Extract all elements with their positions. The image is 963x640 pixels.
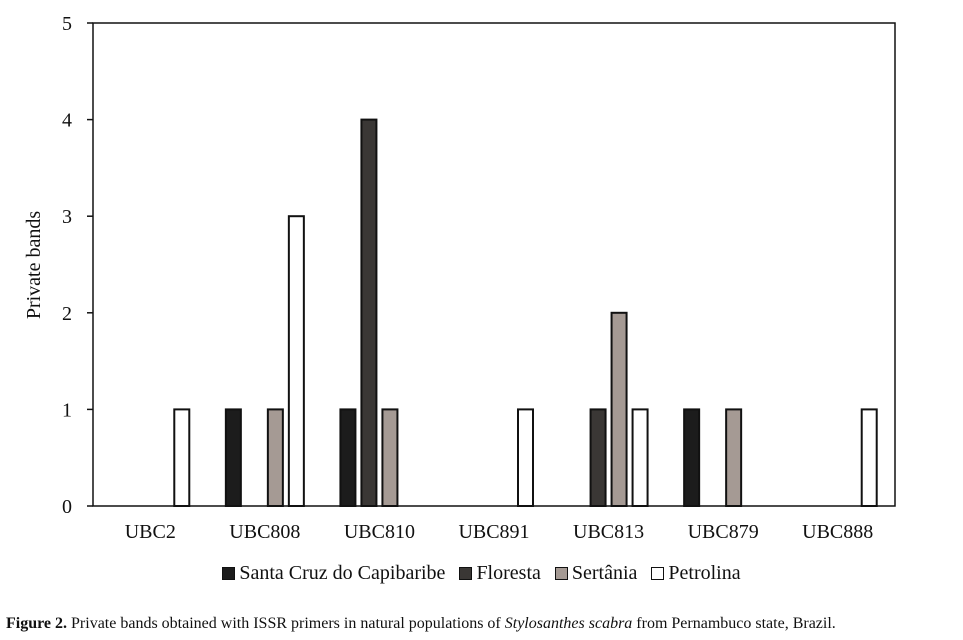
y-axis-title: Private bands — [23, 211, 45, 320]
bar — [266, 408, 284, 507]
y-tick-label: 1 — [62, 399, 72, 421]
bar — [173, 408, 191, 507]
y-tick-label: 0 — [62, 496, 72, 518]
y-tick-label: 5 — [62, 13, 72, 35]
legend-label: Sertânia — [571, 562, 638, 584]
bar — [360, 118, 378, 507]
legend-label: Petrolina — [668, 562, 741, 584]
legend-swatch — [554, 567, 568, 580]
legend-label: Santa Cruz do Capibaribe — [239, 562, 446, 584]
caption-text-after: from Pernambuco state, Brazil. — [632, 615, 836, 632]
caption-label: Figure 2. — [6, 615, 68, 632]
legend-label: Floresta — [476, 562, 541, 584]
legend: Santa Cruz do Capibaribe Floresta Sertânia… — [0, 562, 963, 585]
x-axis: UBC2 UBC808 UBC810 UBC891 UBC813 UBC879 UBC888 — [125, 521, 874, 543]
bar — [610, 311, 628, 507]
legend-item: Petrolina — [651, 562, 741, 585]
figure-caption: Figure 2. Private bands obtained with IS… — [6, 615, 836, 633]
legend-swatch — [459, 567, 473, 580]
x-tick-label: UBC2 — [125, 521, 176, 543]
bar-chart: 0 1 2 3 4 5 UBC2 UBC808 UBC810 UBC891 UBC813 UBC87… — [23, 13, 896, 543]
y-tick-label: 4 — [62, 110, 72, 132]
bar — [725, 408, 743, 507]
legend-item: Floresta — [459, 562, 541, 585]
caption-species: Stylosanthes scabra — [504, 615, 633, 632]
bar — [683, 408, 701, 507]
x-tick-label: UBC813 — [573, 521, 644, 543]
x-tick-label: UBC879 — [688, 521, 759, 543]
caption-text-before: Private bands obtained with ISSR primers… — [67, 615, 505, 632]
bar — [631, 408, 649, 507]
bar — [517, 408, 534, 507]
bar — [339, 408, 357, 507]
legend-swatch — [222, 567, 236, 580]
bar — [589, 408, 607, 507]
plot-frame — [92, 22, 896, 507]
y-tick-label: 2 — [62, 303, 72, 325]
legend-swatch — [651, 567, 665, 580]
x-tick-label: UBC891 — [458, 521, 529, 543]
legend-item: Sertânia — [554, 562, 638, 585]
legend-item: Santa Cruz do Capibaribe — [222, 562, 445, 585]
y-axis: 0 1 2 3 4 5 — [62, 13, 93, 518]
y-tick-label: 3 — [62, 206, 72, 228]
bars — [173, 118, 878, 507]
x-tick-label: UBC888 — [802, 521, 873, 543]
x-tick-label: UBC808 — [229, 521, 300, 543]
bar — [224, 408, 242, 507]
bar — [860, 408, 878, 507]
bar — [287, 215, 305, 507]
bar — [381, 408, 399, 507]
x-tick-label: UBC810 — [344, 521, 415, 543]
